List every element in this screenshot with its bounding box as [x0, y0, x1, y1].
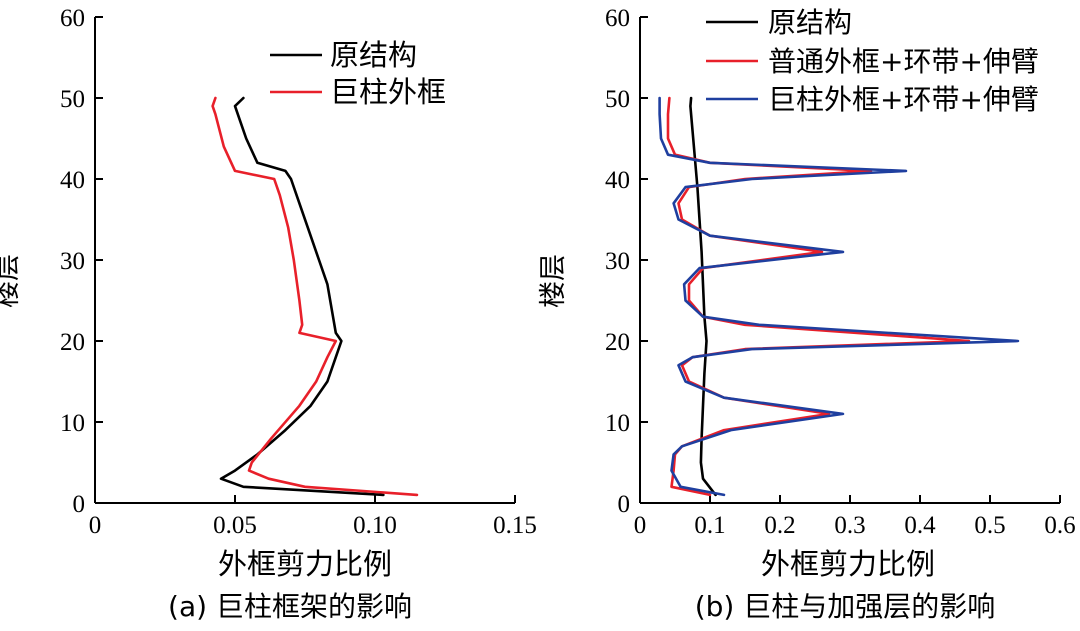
chart-b-x-tick-label: 0.4 — [904, 512, 936, 539]
chart-b-xlabel: 外框剪力比例 — [761, 547, 935, 581]
chart-a-x-tick-label: 0 — [89, 512, 102, 539]
chart-a-y-tick-label: 60 — [60, 5, 85, 32]
chart-b-x-tick-label: 0.1 — [694, 512, 725, 539]
chart-a-x-tick-label: 0.10 — [353, 512, 397, 539]
chart-b-y-tick-label: 20 — [605, 329, 630, 356]
chart-a-y-tick-label: 20 — [60, 329, 85, 356]
chart-b-legend-label-2: 巨柱外框+环带+伸臂 — [768, 83, 1039, 116]
chart-b-x-tick-label: 0.5 — [974, 512, 1005, 539]
chart-b-legend-label-1: 普通外框+环带+伸臂 — [768, 45, 1039, 78]
chart-a-series — [211, 96, 419, 497]
chart-b: 0 0.1 0.2 0.3 0.4 0.5 0.6 0 10 20 30 40 50 60 楼层 外框剪… — [538, 5, 1076, 623]
chart-a-ylabel: 楼层 — [0, 254, 23, 308]
chart-b-x-ticks: 0 0.1 0.2 0.3 0.4 0.5 0.6 — [634, 495, 1076, 539]
chart-b-y-tick-label: 40 — [605, 167, 630, 194]
chart-a-legend: 原结构 巨柱外框 — [270, 38, 446, 109]
chart-a-x-tick-label: 0.15 — [493, 512, 537, 539]
chart-b-y-tick-label: 50 — [605, 86, 630, 113]
chart-b-y-tick-label: 60 — [605, 5, 630, 32]
chart-b-ylabel: 楼层 — [538, 254, 569, 308]
chart-a-y-tick-label: 30 — [60, 248, 85, 275]
chart-a-legend-label-0: 原结构 — [330, 38, 417, 72]
chart-b-series-line-2 — [658, 96, 1020, 497]
chart-b-x-tick-label: 0 — [634, 512, 647, 539]
chart-a-x-tick-label: 0.05 — [213, 512, 257, 539]
chart-a-y-ticks: 0 10 20 30 40 50 60 — [60, 5, 103, 518]
chart-a-series-line-1 — [211, 96, 419, 497]
chart-b-y-ticks: 0 10 20 30 40 50 60 — [605, 5, 648, 518]
chart-a-xlabel: 外框剪力比例 — [218, 547, 392, 581]
chart-a-legend-label-1: 巨柱外框 — [330, 75, 446, 109]
chart-b-y-tick-label: 0 — [618, 491, 631, 518]
chart-b-caption: (b) 巨柱与加强层的影响 — [695, 590, 996, 623]
chart-a-y-tick-label: 50 — [60, 86, 85, 113]
chart-a-series-line-0 — [219, 96, 385, 497]
chart-a: 0 0.05 0.10 0.15 0 10 20 30 40 50 60 楼层 外框剪力比例 (a… — [0, 5, 537, 623]
chart-a-y-tick-label: 0 — [73, 491, 86, 518]
chart-b-y-tick-label: 10 — [605, 410, 630, 437]
chart-a-caption: (a) 巨柱框架的影响 — [168, 590, 412, 623]
chart-b-x-tick-label: 0.6 — [1044, 512, 1075, 539]
chart-a-y-tick-label: 40 — [60, 167, 85, 194]
chart-b-x-tick-label: 0.2 — [764, 512, 795, 539]
chart-a-y-tick-label: 10 — [60, 410, 85, 437]
chart-b-series-line-0 — [689, 96, 717, 497]
chart-b-x-tick-label: 0.3 — [834, 512, 865, 539]
chart-b-series — [658, 96, 1020, 497]
chart-a-x-ticks: 0 0.05 0.10 0.15 — [89, 495, 537, 539]
chart-a-axes — [94, 17, 515, 504]
chart-b-y-tick-label: 30 — [605, 248, 630, 275]
chart-b-legend: 原结构 普通外框+环带+伸臂 巨柱外框+环带+伸臂 — [706, 6, 1039, 116]
chart-b-legend-label-0: 原结构 — [768, 6, 852, 39]
